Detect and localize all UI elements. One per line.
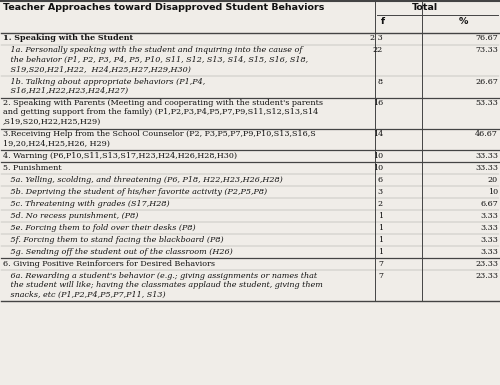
Text: 5b. Depriving the student of his/her favorite activity (P2,P5,P8): 5b. Depriving the student of his/her fav… — [3, 187, 267, 196]
Text: 3: 3 — [378, 187, 383, 196]
Text: 33.33: 33.33 — [475, 164, 498, 171]
Text: 23.33: 23.33 — [475, 271, 498, 280]
Text: 5c. Threatening with grades (S17,H28): 5c. Threatening with grades (S17,H28) — [3, 199, 170, 208]
Text: 10: 10 — [488, 187, 498, 196]
Text: 10: 10 — [373, 164, 383, 171]
Text: 5a. Yelling, scolding, and threatening (P6, P18, H22,H23,H26,H28): 5a. Yelling, scolding, and threatening (… — [3, 176, 283, 184]
Text: 6.67: 6.67 — [480, 199, 498, 208]
Text: 5. Punishment: 5. Punishment — [3, 164, 62, 171]
Text: 23.33: 23.33 — [475, 259, 498, 268]
Text: 7: 7 — [378, 259, 383, 268]
Text: 4. Warning (P6,P10,S11,S13,S17,H23,H24,H26,H28,H30): 4. Warning (P6,P10,S11,S13,S17,H23,H24,H… — [3, 152, 237, 159]
Text: 3.33: 3.33 — [480, 224, 498, 231]
Text: 6a. Rewarding a student's behavior (e.g.; giving assignments or names that: 6a. Rewarding a student's behavior (e.g.… — [3, 271, 317, 280]
Text: 5d. No recess punishment, (P8): 5d. No recess punishment, (P8) — [3, 211, 138, 219]
Text: 5g. Sending off the student out of the classroom (H26): 5g. Sending off the student out of the c… — [3, 248, 233, 256]
Text: 10: 10 — [373, 152, 383, 159]
Text: 1a. Personally speaking with the student and inquiring into the cause of: 1a. Personally speaking with the student… — [3, 47, 302, 55]
Text: 1: 1 — [378, 211, 383, 219]
Text: 73.33: 73.33 — [475, 47, 498, 55]
Text: 16: 16 — [373, 99, 383, 107]
Text: %: % — [458, 17, 468, 26]
Text: 1b. Talking about appropriate behaviors (P1,P4,: 1b. Talking about appropriate behaviors … — [3, 77, 205, 85]
Text: 20: 20 — [488, 176, 498, 184]
Text: Teacher Approaches toward Disapproved Student Behaviors: Teacher Approaches toward Disapproved St… — [3, 3, 324, 12]
Text: 26.67: 26.67 — [475, 77, 498, 85]
Text: 6: 6 — [378, 176, 383, 184]
Text: 7: 7 — [378, 271, 383, 280]
Text: 33.33: 33.33 — [475, 152, 498, 159]
Text: 53.33: 53.33 — [475, 99, 498, 107]
Text: 6. Giving Positive Reinforcers for Desired Behaviors: 6. Giving Positive Reinforcers for Desir… — [3, 259, 215, 268]
Text: 5e. Forcing them to fold over their desks (P8): 5e. Forcing them to fold over their desk… — [3, 224, 196, 231]
Text: 3.33: 3.33 — [480, 211, 498, 219]
Text: 1: 1 — [378, 224, 383, 231]
Text: 14: 14 — [373, 130, 383, 138]
Text: S19,S20,H21,H22,  H24,H25,H27,H29,H30): S19,S20,H21,H22, H24,H25,H27,H29,H30) — [3, 65, 191, 74]
Text: 76.67: 76.67 — [475, 35, 498, 42]
Text: 19,20,H24,H25,H26, H29): 19,20,H24,H25,H26, H29) — [3, 139, 110, 147]
Text: ,S19,S20,H22,H25,H29): ,S19,S20,H22,H25,H29) — [3, 118, 102, 126]
Text: and getting support from the family) (P1,P2,P3,P4,P5,P7,P9,S11,S12,S13,S14: and getting support from the family) (P1… — [3, 109, 318, 117]
Text: 3.33: 3.33 — [480, 248, 498, 256]
Text: snacks, etc (P1,P2,P4,P5,P7,P11, S13): snacks, etc (P1,P2,P4,P5,P7,P11, S13) — [3, 291, 166, 298]
Text: 2. Speaking with Parents (Meeting and cooperating with the student's parents: 2. Speaking with Parents (Meeting and co… — [3, 99, 323, 107]
Text: Total: Total — [412, 3, 438, 12]
Text: S16,H21,H22,H23,H24,H27): S16,H21,H22,H23,H24,H27) — [3, 87, 128, 95]
Text: f: f — [381, 17, 385, 26]
Text: 1. Speaking with the Student: 1. Speaking with the Student — [3, 35, 133, 42]
Text: 1: 1 — [378, 236, 383, 243]
Text: the behavior (P1, P2, P3, P4, P5, P10, S11, S12, S13, S14, S15, S16, S18,: the behavior (P1, P2, P3, P4, P5, P10, S… — [3, 56, 308, 64]
Text: 8: 8 — [378, 77, 383, 85]
Text: 3.33: 3.33 — [480, 236, 498, 243]
Text: 2: 2 — [378, 199, 383, 208]
Text: 5f. Forcing them to stand facing the blackboard (P8): 5f. Forcing them to stand facing the bla… — [3, 236, 224, 243]
Text: 46.67: 46.67 — [475, 130, 498, 138]
Text: the student will like; having the classmates applaud the student, giving them: the student will like; having the classm… — [3, 281, 323, 289]
Text: 2 3: 2 3 — [370, 35, 383, 42]
Text: 1: 1 — [378, 248, 383, 256]
Text: 22: 22 — [373, 47, 383, 55]
Text: 3.Receiving Help from the School Counselor (P2, P3,P5,P7,P9,P10,S13,S16,S: 3.Receiving Help from the School Counsel… — [3, 130, 316, 138]
